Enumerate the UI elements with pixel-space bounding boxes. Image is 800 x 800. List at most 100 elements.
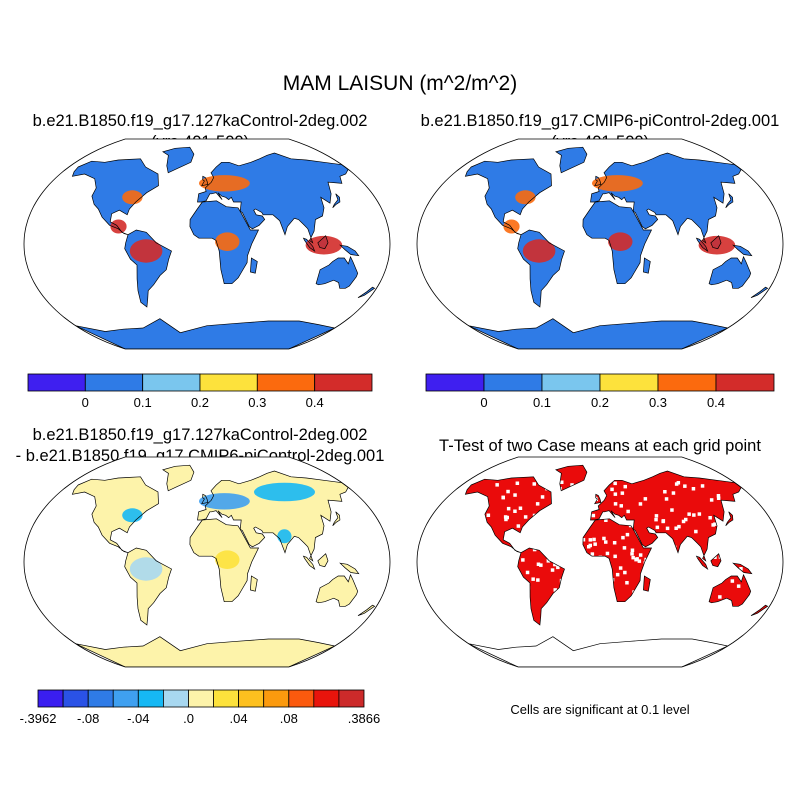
white-cell xyxy=(692,564,697,569)
colorbar-box xyxy=(188,689,215,708)
white-cell xyxy=(488,599,492,604)
coast-britain xyxy=(594,493,602,505)
white-cell xyxy=(605,551,610,556)
white-cell xyxy=(566,513,570,518)
coast-sumatra xyxy=(302,237,316,252)
white-cell xyxy=(605,511,610,515)
white-cell xyxy=(676,600,680,604)
coast-borneo xyxy=(317,553,329,568)
colorbar-tick-label: 0.2 xyxy=(591,395,609,410)
colorbar-box xyxy=(213,689,240,708)
coast-africa xyxy=(189,518,260,603)
colorbar-box xyxy=(715,373,775,392)
land-northamerica xyxy=(72,476,159,553)
white-cell xyxy=(664,497,669,501)
white-cell xyxy=(577,594,581,599)
coast-southamerica xyxy=(124,229,172,308)
coast-antarctica xyxy=(468,318,729,349)
coast-northamerica xyxy=(71,476,159,554)
colorbar-tick-label: 0.4 xyxy=(707,395,725,410)
white-cell xyxy=(620,491,625,495)
colorbar-tick-label: 0.1 xyxy=(533,395,551,410)
white-cell xyxy=(604,540,608,544)
map-frame xyxy=(23,456,391,668)
hotspot-central-america xyxy=(503,219,520,234)
white-cell xyxy=(513,509,517,513)
land-africa xyxy=(582,518,652,602)
white-cell xyxy=(616,601,620,606)
white-cell xyxy=(525,570,530,575)
white-cell xyxy=(615,572,620,577)
white-cell xyxy=(660,606,664,611)
panel1-title-line1: b.e21.B1850.f19_g17.127kaControl-2deg.00… xyxy=(32,112,368,130)
white-cell xyxy=(602,536,606,541)
white-cell xyxy=(506,506,511,511)
white-cell xyxy=(713,522,717,526)
hotspot-amazon xyxy=(129,239,163,263)
hotspot-maritime-continent xyxy=(698,235,736,255)
land-northamerica xyxy=(72,158,159,235)
white-cell xyxy=(630,552,634,556)
white-cell xyxy=(531,577,535,581)
white-cell xyxy=(505,515,509,520)
hotspot-europe xyxy=(592,175,643,192)
white-cell xyxy=(556,565,560,570)
hotspot-layer xyxy=(110,175,343,263)
white-cell xyxy=(623,484,627,489)
white-cell xyxy=(625,581,629,585)
colorbar-box xyxy=(199,373,258,392)
white-cell xyxy=(655,587,660,591)
colorbar-box xyxy=(142,373,201,392)
white-cell xyxy=(587,560,591,564)
coast-africa xyxy=(189,200,260,285)
white-cell xyxy=(592,537,596,542)
white-cell xyxy=(561,563,565,568)
white-cell xyxy=(625,532,630,537)
white-cell xyxy=(499,579,503,584)
white-cell xyxy=(596,578,600,582)
white-cell xyxy=(626,509,630,514)
land-greenland xyxy=(162,147,194,173)
white-cell xyxy=(700,484,705,488)
white-cell xyxy=(506,489,510,494)
land-layer xyxy=(465,465,768,625)
hotspot-eastern-north-america xyxy=(122,190,143,205)
white-cell xyxy=(588,538,593,542)
colorbar-box xyxy=(425,373,485,392)
white-cell xyxy=(674,591,678,596)
white-cell xyxy=(674,482,679,486)
coast-borneo xyxy=(317,235,329,250)
white-cell xyxy=(459,562,464,566)
white-cell xyxy=(467,544,472,549)
white-cell xyxy=(541,533,545,537)
white-cell xyxy=(716,496,721,500)
white-cell xyxy=(574,507,578,511)
white-cell xyxy=(637,559,642,563)
coast-borneo xyxy=(710,553,722,568)
white-cell xyxy=(677,524,681,529)
white-cell xyxy=(490,606,494,610)
white-cell xyxy=(577,580,581,584)
white-cell xyxy=(711,523,715,527)
white-cell xyxy=(716,520,720,524)
white-cell xyxy=(613,481,617,486)
white-cell xyxy=(571,597,575,601)
map-panel-3 xyxy=(23,456,391,668)
land-australia xyxy=(709,256,751,289)
white-cell xyxy=(471,555,476,560)
white-cell xyxy=(486,513,491,517)
white-cell xyxy=(574,604,578,609)
white-cell xyxy=(618,566,623,570)
white-cell xyxy=(709,498,714,502)
white-cell xyxy=(514,608,518,612)
coast-madagascar xyxy=(643,575,651,592)
white-cell xyxy=(468,588,472,593)
white-cell xyxy=(468,558,472,563)
coast-nz xyxy=(750,286,769,299)
hotspot-maritime-continent xyxy=(305,235,343,255)
white-cell xyxy=(718,595,722,599)
white-cell xyxy=(488,550,493,554)
coast-greenland xyxy=(555,464,588,492)
coast-japan xyxy=(332,193,341,209)
white-cell xyxy=(634,557,638,562)
